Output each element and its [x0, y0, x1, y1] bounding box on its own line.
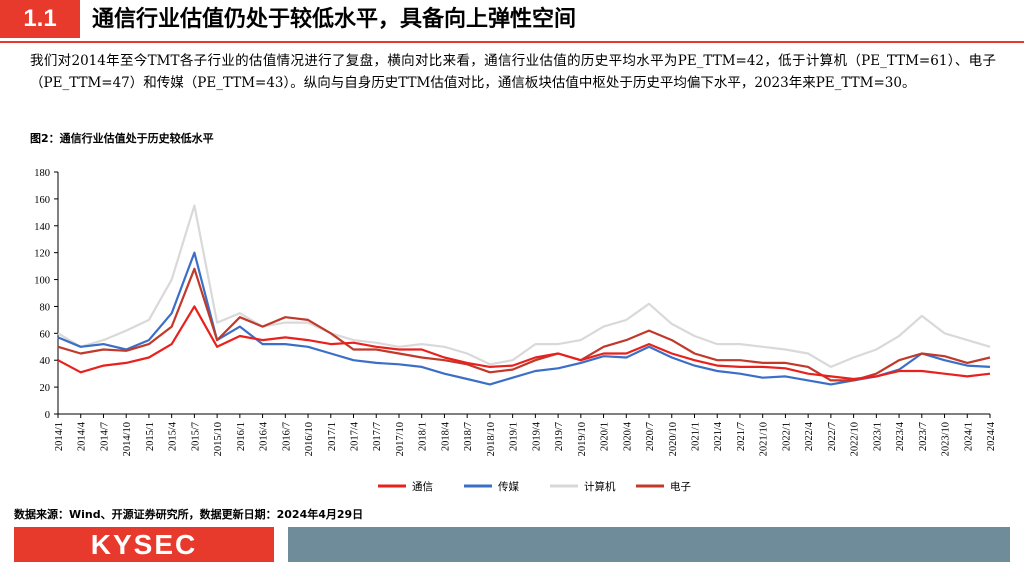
- y-tick-label: 20: [40, 383, 51, 394]
- body-paragraph: 我们对2014年至今TMT各子行业的估值情况进行了复盘，横向对比来看，通信行业估…: [30, 53, 996, 91]
- x-tick-label: 2017/1: [327, 422, 338, 451]
- x-tick-label: 2018/4: [440, 421, 451, 451]
- legend-label: 计算机: [584, 480, 616, 493]
- x-tick-label: 2017/4: [350, 421, 361, 451]
- x-tick-label: 2015/4: [168, 421, 179, 451]
- footer-bar: [288, 527, 1010, 562]
- x-tick-label: 2023/10: [941, 422, 952, 456]
- x-tick-label: 2015/10: [213, 422, 224, 456]
- chart-legend: 通信 传媒 计算机 电子: [378, 480, 691, 493]
- x-tick-label: 2014/10: [122, 422, 133, 456]
- x-tick-label: 2018/7: [463, 422, 474, 451]
- x-tick-label: 2021/10: [759, 422, 770, 456]
- x-tick-label: 2016/1: [236, 422, 247, 451]
- x-tick-label: 2018/1: [418, 422, 429, 451]
- x-tick-label: 2022/1: [781, 422, 792, 451]
- section-number-badge: 1.1: [0, 0, 80, 38]
- x-tick-label: 2018/10: [486, 422, 497, 456]
- x-tick-label: 2021/1: [690, 422, 701, 451]
- data-source-note: 数据来源：Wind、开源证券研究所，数据更新日期：2024年4月29日: [14, 508, 364, 521]
- y-tick-label: 40: [40, 356, 51, 367]
- figure-title: 图2：通信行业估值处于历史较低水平: [30, 132, 214, 145]
- x-tick-label: 2023/4: [895, 421, 906, 451]
- x-tick-label: 2023/1: [872, 422, 883, 451]
- y-tick-label: 160: [34, 195, 50, 206]
- x-tick-label: 2020/4: [622, 421, 633, 451]
- x-tick-label: 2016/4: [259, 421, 270, 451]
- legend-label: 通信: [412, 481, 433, 493]
- page-title: 通信行业估值仍处于较低水平，具备向上弹性空间: [92, 7, 577, 32]
- series-line-计算机: [57, 204, 991, 368]
- x-tick-label: 2015/7: [190, 422, 201, 451]
- x-tick-label: 2014/7: [99, 422, 110, 451]
- x-tick-label: 2019/1: [509, 422, 520, 451]
- x-tick-label: 2024/1: [963, 422, 974, 451]
- chart-series-lines: [57, 204, 991, 386]
- x-tick-label: 2020/10: [668, 422, 679, 456]
- y-tick-label: 80: [40, 302, 51, 313]
- x-tick-label: 2022/4: [804, 421, 815, 451]
- x-tick-label: 2019/7: [554, 422, 565, 451]
- x-tick-label: 2020/7: [645, 422, 656, 451]
- x-tick-label: 2021/4: [713, 421, 724, 451]
- x-tick-label: 2016/7: [281, 422, 292, 451]
- x-tick-label: 2015/1: [145, 422, 156, 451]
- x-tick-label: 2023/7: [918, 422, 929, 451]
- y-tick-label: 140: [34, 222, 50, 233]
- x-tick-label: 2020/1: [600, 422, 611, 451]
- x-tick-label: 2021/7: [736, 422, 747, 451]
- y-tick-label: 100: [34, 276, 50, 287]
- x-tick-label: 2014/4: [77, 421, 88, 451]
- kysec-logo: KYSEC: [14, 527, 274, 562]
- pe-ttm-line-chart: 0 20 40 60 80 100 120 140 160 180 2014/1 2014/4 2014…: [34, 168, 997, 493]
- header-divider: [0, 41, 1024, 43]
- series-line-电子: [57, 267, 991, 382]
- series-line-通信: [57, 305, 991, 381]
- x-tick-label: 2019/10: [577, 422, 588, 456]
- y-tick-label: 60: [40, 329, 51, 340]
- legend-label: 传媒: [498, 480, 519, 493]
- x-tick-label: 2017/10: [395, 422, 406, 456]
- x-tick-label: 2019/4: [531, 421, 542, 451]
- x-tick-label: 2017/7: [372, 422, 383, 451]
- legend-label: 电子: [670, 480, 691, 493]
- x-tick-label: 2022/10: [850, 422, 861, 456]
- y-tick-label: 120: [34, 249, 50, 260]
- y-tick-label: 180: [34, 168, 50, 179]
- x-tick-label: 2022/7: [827, 422, 838, 451]
- y-tick-label: 0: [45, 410, 50, 421]
- chart-axes: 0 20 40 60 80 100 120 140 160 180 2014/1 2014/4 2014…: [34, 168, 997, 456]
- x-tick-label: 2016/10: [304, 422, 315, 456]
- x-tick-label: 2014/1: [54, 422, 65, 451]
- x-tick-label: 2024/4: [986, 421, 997, 451]
